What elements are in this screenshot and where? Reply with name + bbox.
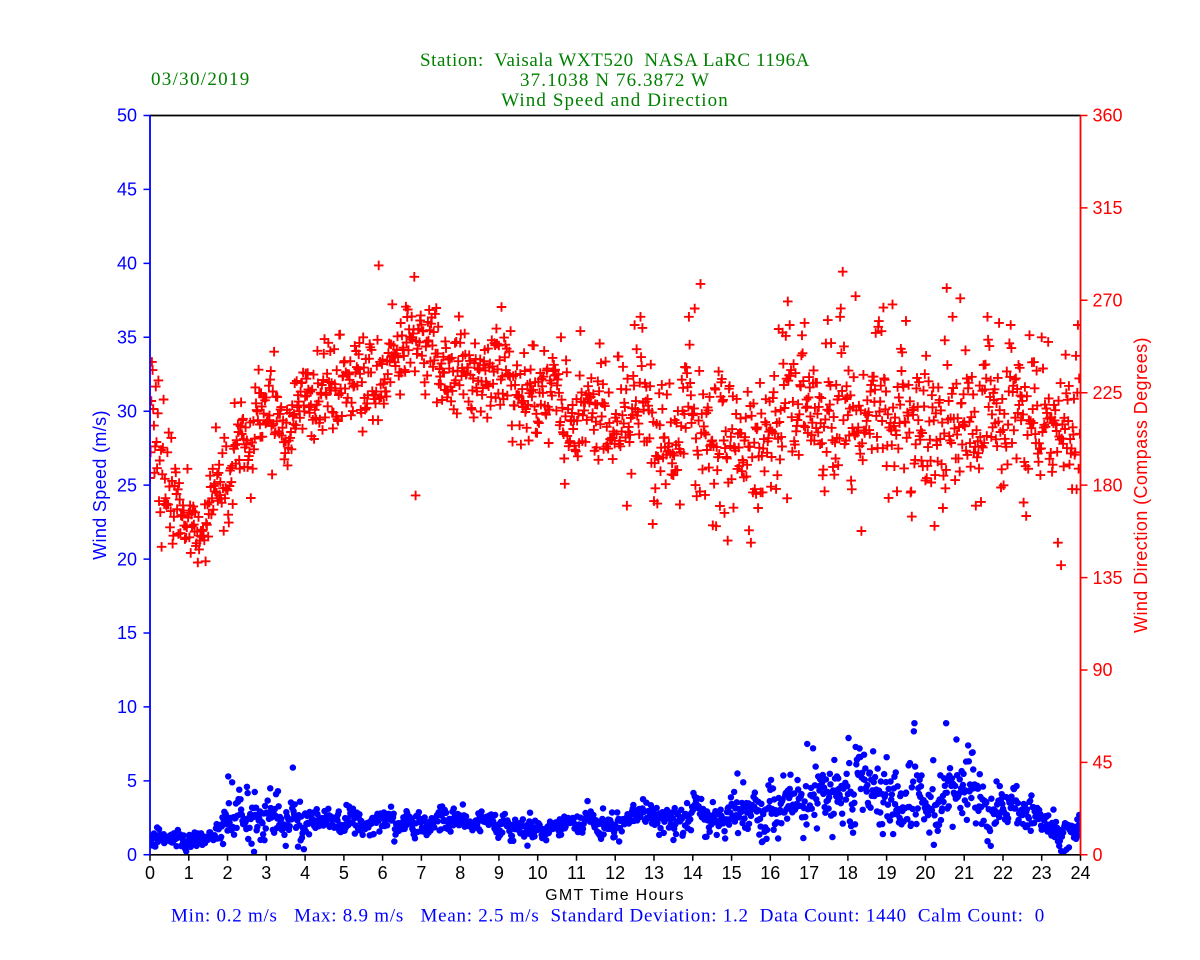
svg-text:03/30/2019: 03/30/2019 (151, 69, 251, 90)
svg-text:2: 2 (222, 863, 232, 883)
svg-text:22: 22 (993, 863, 1013, 883)
svg-text:12: 12 (605, 863, 625, 883)
svg-text:45: 45 (117, 180, 137, 200)
svg-text:9: 9 (494, 863, 504, 883)
svg-text:35: 35 (117, 328, 137, 348)
svg-text:50: 50 (117, 106, 137, 126)
svg-text:21: 21 (954, 863, 974, 883)
svg-text:0: 0 (127, 845, 137, 865)
svg-text:8: 8 (455, 863, 465, 883)
svg-text:0: 0 (1093, 845, 1103, 865)
svg-text:Wind Speed and Direction: Wind Speed and Direction (501, 90, 729, 111)
svg-text:30: 30 (117, 401, 137, 421)
svg-text:Min: 0.2 m/s Max: 8.9 m/s: Min: 0.2 m/s Max: 8.9 m/s Mean: 2.5 m/s … (171, 906, 1045, 927)
svg-text:Wind Direction (Compass Degree: Wind Direction (Compass Degrees) (1131, 337, 1151, 633)
svg-text:Station: Vaisala WXT520 NASA: Station: Vaisala WXT520 NASA LaRC 1196A (420, 50, 810, 71)
svg-text:135: 135 (1093, 568, 1123, 588)
svg-text:25: 25 (117, 475, 137, 495)
svg-text:14: 14 (683, 863, 703, 883)
svg-text:360: 360 (1093, 106, 1123, 126)
svg-text:180: 180 (1093, 475, 1123, 495)
svg-text:20: 20 (915, 863, 935, 883)
svg-text:3: 3 (261, 863, 271, 883)
svg-text:37.1038 N 76.3872 W: 37.1038 N 76.3872 W (520, 70, 710, 91)
svg-text:1: 1 (184, 863, 194, 883)
svg-text:4: 4 (300, 863, 310, 883)
svg-text:18: 18 (838, 863, 858, 883)
svg-text:270: 270 (1093, 291, 1123, 311)
svg-text:13: 13 (644, 863, 664, 883)
svg-text:15: 15 (722, 863, 742, 883)
svg-text:Wind Speed (m/s): Wind Speed (m/s) (90, 410, 110, 560)
svg-text:24: 24 (1070, 863, 1090, 883)
svg-text:0: 0 (145, 863, 155, 883)
svg-text:10: 10 (528, 863, 548, 883)
svg-text:6: 6 (378, 863, 388, 883)
svg-text:45: 45 (1093, 753, 1113, 773)
svg-text:15: 15 (117, 623, 137, 643)
svg-text:19: 19 (877, 863, 897, 883)
svg-text:20: 20 (117, 549, 137, 569)
svg-text:40: 40 (117, 254, 137, 274)
svg-text:5: 5 (127, 771, 137, 791)
svg-text:GMT Time Hours: GMT Time Hours (545, 887, 685, 904)
svg-text:17: 17 (799, 863, 819, 883)
svg-text:315: 315 (1093, 198, 1123, 218)
svg-text:10: 10 (117, 697, 137, 717)
svg-text:7: 7 (416, 863, 426, 883)
svg-text:11: 11 (567, 863, 586, 883)
svg-text:23: 23 (1032, 863, 1052, 883)
svg-text:5: 5 (339, 863, 349, 883)
svg-text:90: 90 (1093, 660, 1113, 680)
svg-text:225: 225 (1093, 383, 1123, 403)
svg-text:16: 16 (760, 863, 780, 883)
